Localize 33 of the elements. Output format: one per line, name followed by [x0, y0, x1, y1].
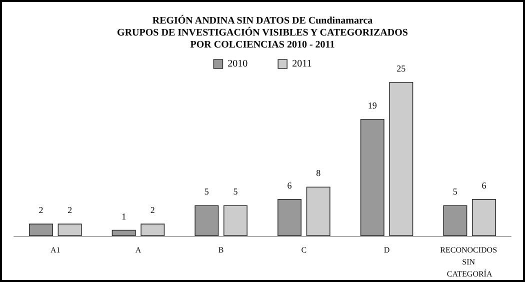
bar	[278, 199, 302, 236]
bar	[140, 224, 165, 236]
data-label: 6	[287, 180, 292, 191]
bar	[223, 205, 248, 236]
data-label: 1	[122, 211, 126, 222]
bar	[443, 205, 468, 236]
x-tick-label: C	[301, 246, 307, 254]
x-tick-label: A1	[50, 246, 60, 254]
data-label: 5	[204, 186, 210, 197]
data-label: 5	[233, 186, 238, 197]
x-tick-label: RECONOCIDOS SIN CATEGORÍA	[440, 246, 500, 278]
x-tick-label: A	[135, 246, 142, 254]
data-label: 19	[368, 100, 378, 110]
bar	[360, 118, 384, 236]
data-label: 2	[68, 205, 72, 216]
legend-label: 2011	[292, 58, 312, 70]
chart-title: REGIÓN ANDINA SIN DATOS DE Cundinamarca GRUPOS DE INVESTIGACIÓN VISIBLES Y CATEGORIZADOS POR COLCIENCIAS 2010 - 2011	[117, 14, 408, 50]
bar	[389, 82, 414, 236]
x-tick-label: B	[218, 246, 224, 254]
data-label: 25	[396, 64, 406, 74]
bar	[112, 230, 136, 236]
data-label: 2	[150, 205, 155, 216]
legend-label: 2010	[228, 58, 248, 70]
data-label: 6	[482, 180, 487, 191]
bar	[29, 224, 54, 236]
bar	[306, 186, 330, 236]
bar	[472, 199, 496, 236]
data-label: 8	[316, 168, 322, 178]
data-label: 5	[452, 186, 458, 197]
bar	[194, 205, 219, 236]
data-label: 2	[38, 205, 44, 216]
bar	[58, 224, 82, 236]
x-tick-label: D	[384, 246, 390, 254]
